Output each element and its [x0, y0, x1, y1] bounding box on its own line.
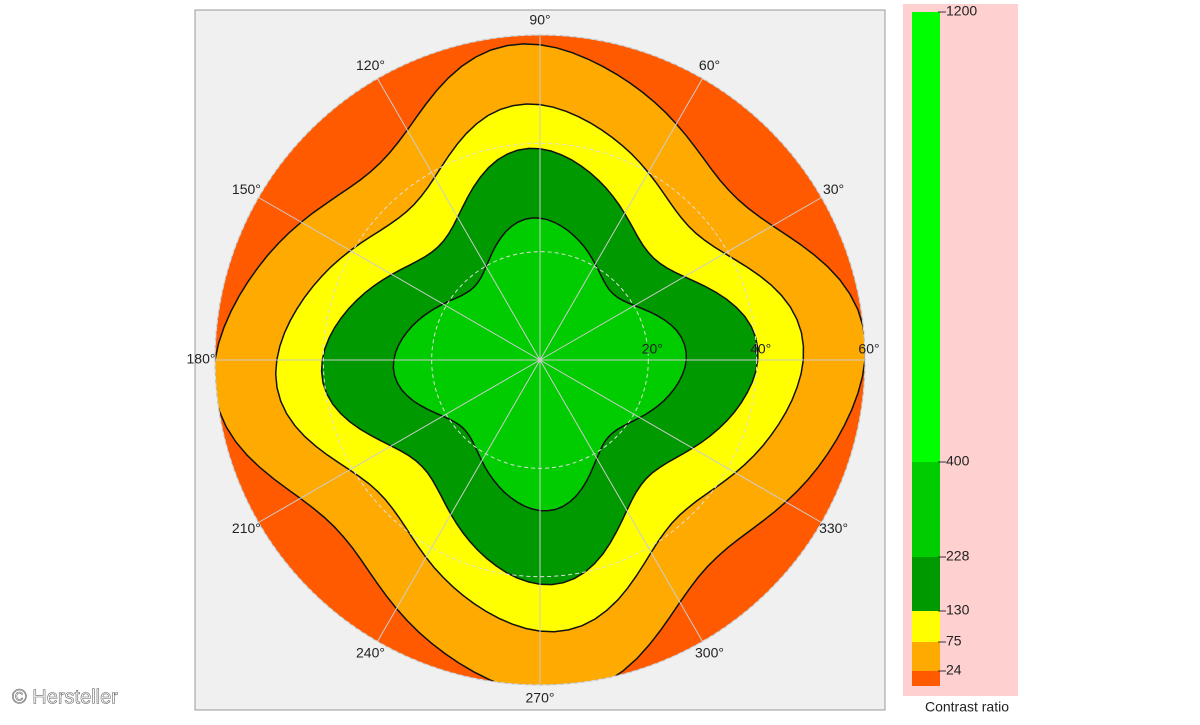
- angle-spoke: [377, 359, 541, 642]
- angle-tick-label: 180°: [187, 351, 216, 367]
- colorbar-tick-label: 130: [946, 602, 970, 618]
- watermark: © Hersteller: [12, 686, 118, 708]
- colorbar-segment: [912, 557, 940, 611]
- colorbar-tick-label: 1200: [946, 3, 977, 19]
- colorbar-segment: [912, 642, 940, 671]
- angle-tick-label: 210°: [232, 520, 261, 536]
- angle-spoke: [377, 78, 541, 361]
- polar-grid: 20° 40° 60° 30° 60° 90° 120° 150° 180° 210° 240° 27…: [187, 12, 880, 706]
- angle-spoke: [539, 359, 822, 523]
- colorbar-segment: [912, 12, 940, 462]
- colorbar-tick-label: 24: [946, 662, 962, 678]
- angle-tick-label: 60°: [699, 57, 720, 73]
- colorbar-segment: [912, 611, 940, 642]
- colorbar-tick-label: 75: [946, 633, 962, 649]
- angle-spoke: [539, 78, 703, 361]
- angle-spoke: [258, 197, 541, 361]
- angle-spoke: [539, 359, 703, 642]
- colorbar-tick-label: 400: [946, 453, 970, 469]
- radial-tick-label: 40°: [750, 341, 771, 357]
- angle-tick-label: 300°: [695, 644, 724, 660]
- colorbar-tick-label: 228: [946, 548, 970, 564]
- colorbar-label: Contrast ratio: [925, 699, 1009, 715]
- colorbar-segment: [912, 671, 940, 686]
- angle-tick-label: 150°: [232, 181, 261, 197]
- angle-tick-label: 240°: [356, 644, 385, 660]
- angle-spoke: [258, 359, 541, 523]
- radial-tick-label: 20°: [642, 341, 663, 357]
- angle-spoke: [539, 197, 822, 361]
- angle-tick-label: 120°: [356, 57, 385, 73]
- colorbar-segment: [912, 462, 940, 557]
- angle-tick-label: 330°: [819, 520, 848, 536]
- radial-tick-label: 60°: [858, 341, 879, 357]
- angle-tick-label: 90°: [529, 12, 550, 28]
- angle-tick-label: 270°: [526, 690, 555, 706]
- colorbar: 1200 400 228 130 75 24: [912, 3, 977, 686]
- angle-tick-label: 30°: [823, 181, 844, 197]
